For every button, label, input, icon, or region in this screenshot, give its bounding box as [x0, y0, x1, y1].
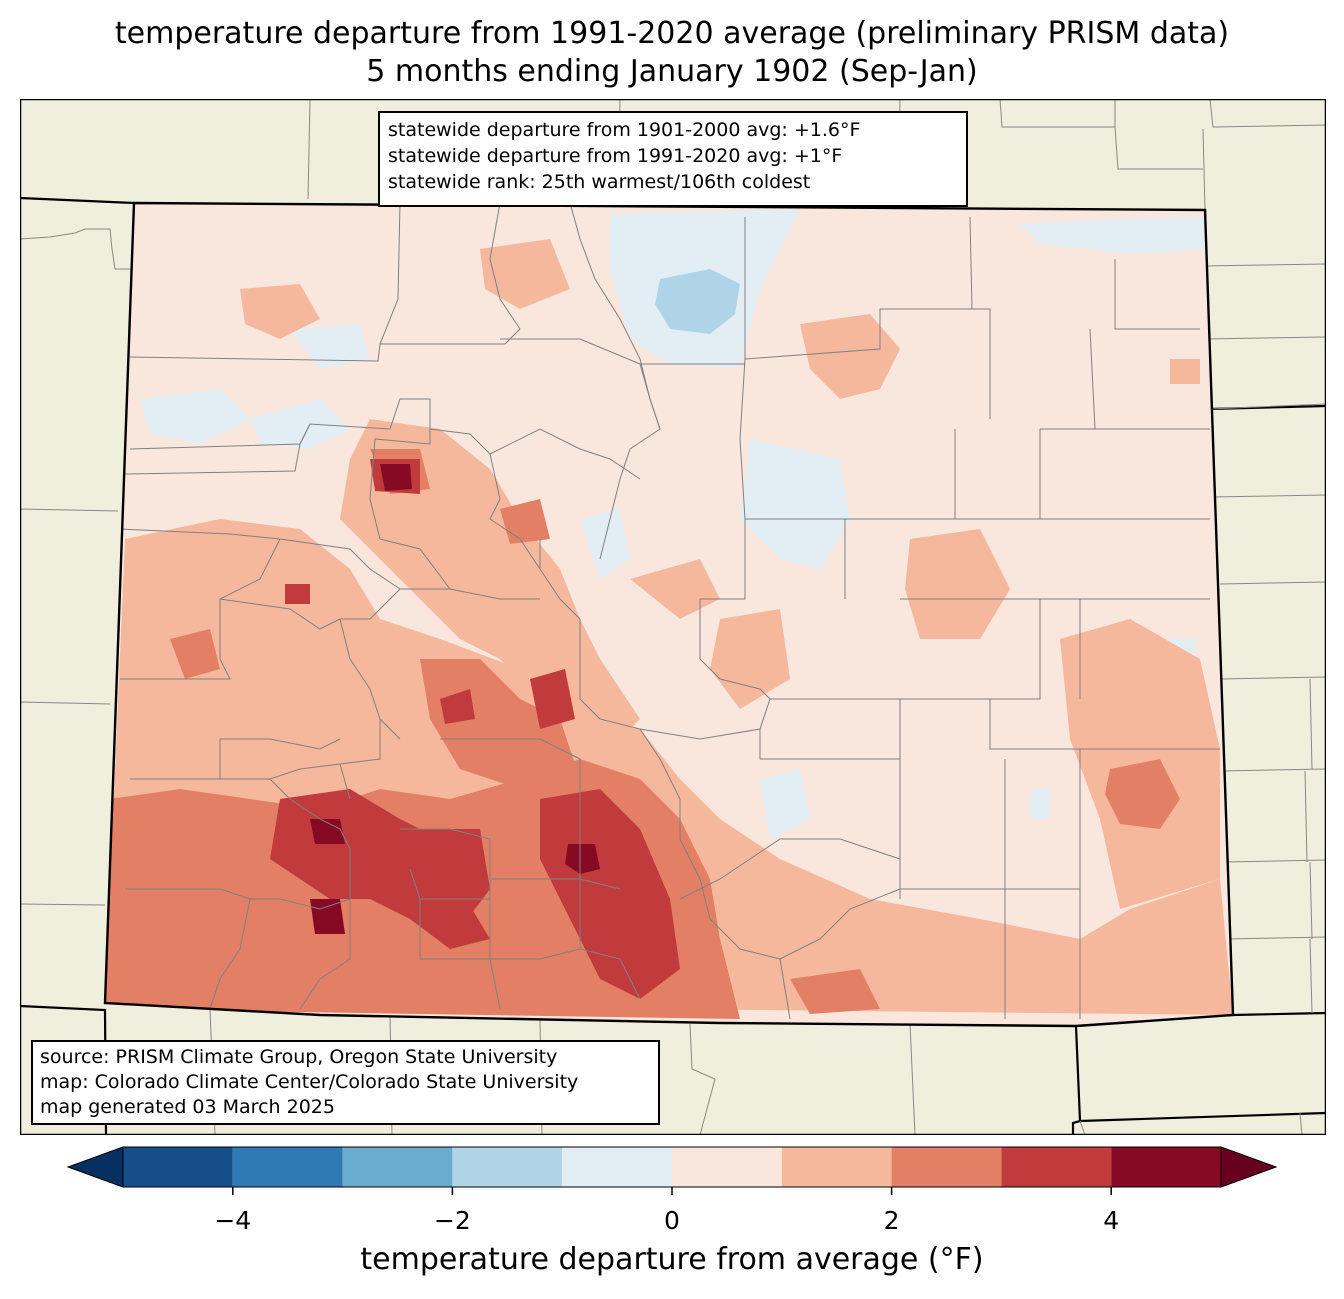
- colorbar-label: temperature departure from average (°F): [360, 1242, 984, 1277]
- colorbar-ticks: −4 −2 0 2 4: [214, 1187, 1119, 1235]
- colorbar-segment: [891, 1147, 1002, 1187]
- colorbar-segment: [342, 1147, 453, 1187]
- stat-line-1901-2000: statewide departure from 1901-2000 avg: …: [388, 119, 861, 141]
- colorbar-extend-low: [66, 1146, 124, 1188]
- county-borders: [119, 203, 1220, 1020]
- colorbar: −4 −2 0 2 4: [66, 1146, 1278, 1235]
- colorado-temperature-map: [20, 99, 1326, 1135]
- source-credits-box: source: PRISM Climate Group, Oregon Stat…: [31, 1040, 660, 1125]
- colorbar-tick-label: −2: [434, 1206, 471, 1235]
- colorbar-segments: [66, 1146, 1278, 1188]
- colorbar-segment: [452, 1147, 563, 1187]
- source-line: source: PRISM Climate Group, Oregon Stat…: [40, 1046, 558, 1068]
- generated-date-line: map generated 03 March 2025: [40, 1096, 335, 1118]
- statewide-stats-box: statewide departure from 1901-2000 avg: …: [378, 111, 968, 207]
- colorbar-segment: [781, 1147, 892, 1187]
- colorbar-segment: [672, 1147, 782, 1187]
- stat-line-rank: statewide rank: 25th warmest/106th colde…: [388, 171, 811, 193]
- colorbar-segment: [562, 1147, 672, 1187]
- map-title-line2: 5 months ending January 1902 (Sep-Jan): [366, 54, 978, 89]
- colorbar-extend-high: [1220, 1146, 1278, 1188]
- colorbar-segment: [123, 1147, 233, 1187]
- colorbar-segment: [232, 1147, 343, 1187]
- colorbar-tick-label: 4: [1103, 1206, 1119, 1235]
- colorado-state-border: [103, 201, 1235, 1028]
- map-title-line1: temperature departure from 1991-2020 ave…: [114, 16, 1230, 51]
- map-credit-line: map: Colorado Climate Center/Colorado St…: [40, 1071, 579, 1093]
- colorbar-segment: [1001, 1147, 1112, 1187]
- colorbar-tick-label: −4: [214, 1206, 251, 1235]
- stat-line-1991-2020: statewide departure from 1991-2020 avg: …: [388, 145, 843, 167]
- temperature-contours: [105, 209, 1233, 1019]
- colorbar-tick-label: 2: [884, 1206, 900, 1235]
- colorbar-segment: [1111, 1147, 1221, 1187]
- map-frame: [20, 99, 1326, 1135]
- colorbar-tick-label: 0: [664, 1206, 680, 1235]
